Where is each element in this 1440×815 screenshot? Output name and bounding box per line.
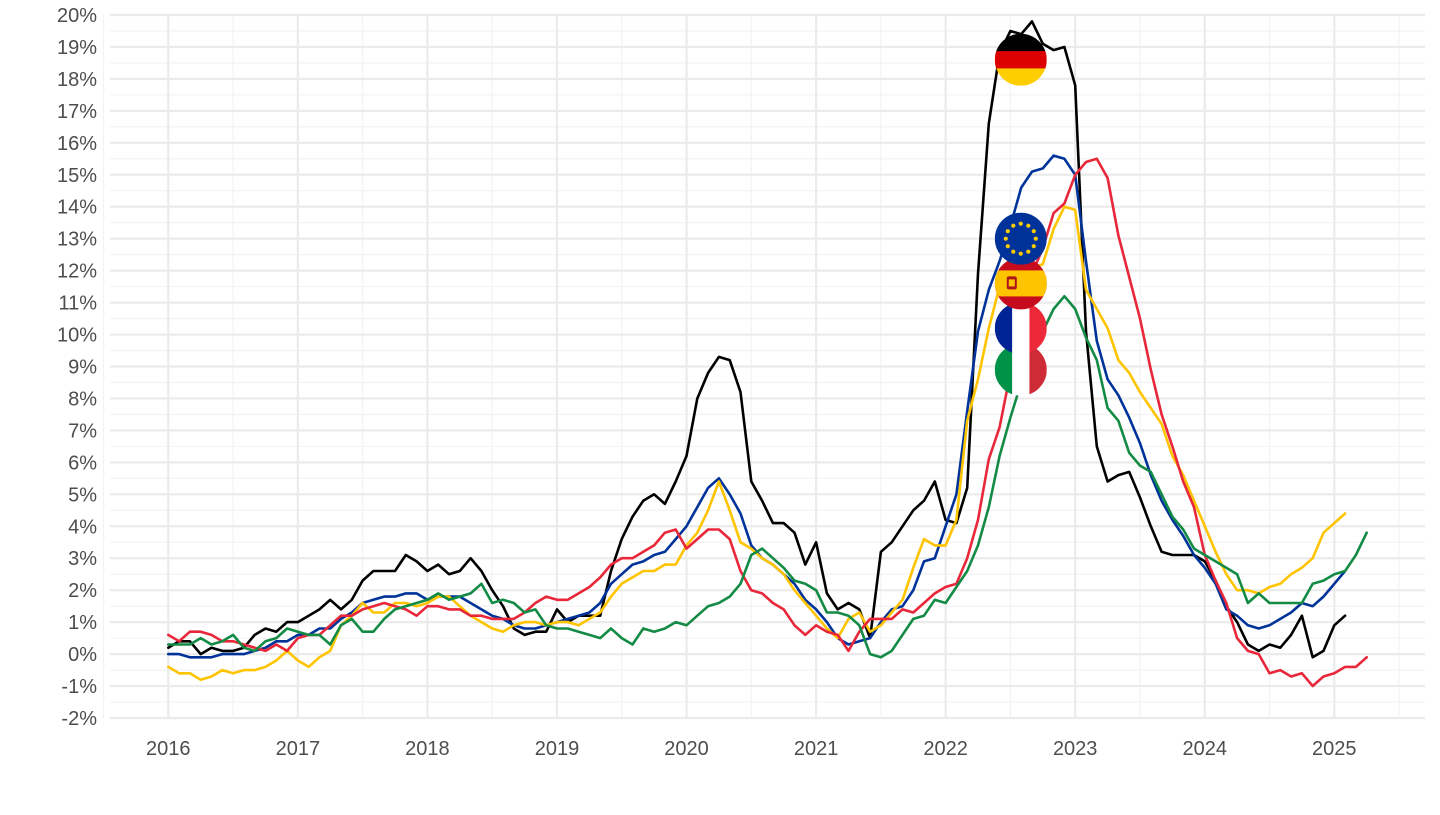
x-tick-label: 2017 [276,738,321,760]
y-axis: -2% -1% 0% 1% 2% 3% 4% 5% 6% 7% 8% 9% 10% 11% 12% 13% 14… [57,5,97,730]
y-tick-label: 8% [68,388,97,410]
x-tick-label: 2025 [1312,738,1357,760]
germany-flag-icon [994,33,1047,86]
x-tick-label: 2021 [794,738,839,760]
y-tick-label: 20% [57,5,97,27]
france-flag-icon [994,302,1047,355]
y-tick-label: 9% [68,357,97,379]
series-line-italy [167,294,1368,659]
x-tick-label: 2018 [405,738,450,760]
y-tick-label: 4% [68,516,97,538]
y-tick-label: 0% [68,644,97,666]
x-axis: 2016 2017 2018 2019 2020 2021 2022 2023 2024 2025 [146,738,1357,760]
x-tick-label: 2023 [1053,738,1098,760]
y-tick-label: 6% [68,452,97,474]
italy-flag-icon [994,343,1047,396]
y-tick-label: -1% [61,676,97,698]
spain-flag-icon [994,257,1047,310]
y-tick-label: 10% [57,325,97,347]
y-tick-label: 13% [57,229,97,251]
x-tick-label: 2024 [1183,738,1228,760]
series-lines [167,20,1368,688]
flag-markers [994,33,1047,396]
y-tick-label: 3% [68,548,97,570]
y-tick-label: 16% [57,133,97,155]
eu-flag-icon [994,212,1047,265]
y-tick-label: 12% [57,261,97,283]
y-tick-label: 14% [57,197,97,219]
series-line-spain [167,205,1347,682]
y-tick-label: 1% [68,612,97,634]
y-tick-label: 7% [68,420,97,442]
x-tick-label: 2019 [535,738,580,760]
x-tick-label: 2016 [146,738,191,760]
major-gridlines [110,13,1425,720]
y-tick-label: 18% [57,69,97,91]
x-tick-label: 2022 [923,738,968,760]
y-tick-label: 11% [58,293,97,315]
series-line-france [167,157,1368,688]
y-tick-label: 5% [68,484,97,506]
series-line-european-union [167,154,1347,659]
y-tick-label: -2% [61,708,97,730]
series-line-germany [167,20,1347,659]
x-tick-label: 2020 [664,738,709,760]
y-tick-label: 17% [57,101,97,123]
y-tick-label: 19% [57,37,97,59]
y-tick-label: 2% [68,580,97,602]
y-tick-label: 15% [57,165,97,187]
